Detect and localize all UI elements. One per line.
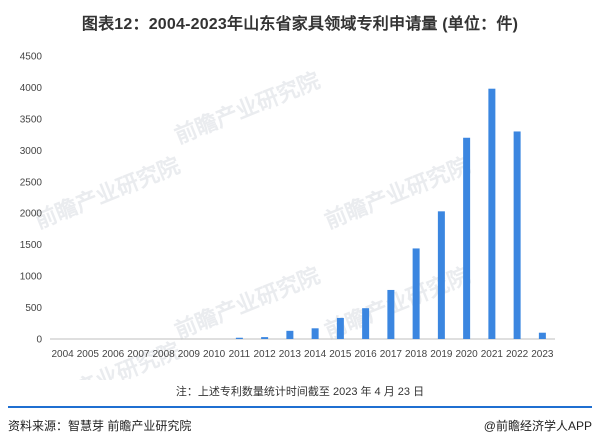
chart-title: 图表12：2004-2023年山东省家具领域专利申请量 (单位：件) bbox=[81, 16, 519, 33]
y-tick-label: 3500 bbox=[20, 114, 43, 125]
footnote: 注：上述专利数量统计时间截至 2023 年 4 月 23 日 bbox=[175, 386, 425, 398]
bar-2014 bbox=[311, 328, 319, 339]
watermark-text: 前瞻产业研究院 bbox=[171, 263, 324, 345]
x-tick-label: 2022 bbox=[506, 349, 529, 360]
x-tick-label: 2019 bbox=[430, 349, 453, 360]
y-tick-label: 4000 bbox=[20, 83, 43, 94]
y-tick-label: 2000 bbox=[20, 209, 43, 220]
x-tick-label: 2016 bbox=[355, 349, 378, 360]
x-tick-label: 2012 bbox=[254, 349, 277, 360]
watermark-text: 前瞻产业研究院 bbox=[321, 263, 474, 345]
x-tick-label: 2014 bbox=[304, 349, 327, 360]
y-tick-label: 4500 bbox=[20, 52, 43, 63]
x-tick-label: 2004 bbox=[52, 349, 75, 360]
y-tick-label: 1500 bbox=[20, 240, 43, 251]
bar-chart: 前瞻产业研究院前瞻产业研究院前瞻产业研究院前瞻产业研究院前瞻产业研究院前瞻产业研… bbox=[20, 52, 555, 380]
x-tick-label: 2011 bbox=[229, 349, 251, 360]
y-tick-label: 0 bbox=[36, 335, 42, 346]
bar-2021 bbox=[488, 88, 496, 339]
bar-2018 bbox=[412, 248, 420, 339]
x-tick-label: 2023 bbox=[531, 349, 554, 360]
x-tick-label: 2008 bbox=[153, 349, 176, 360]
x-tick-label: 2010 bbox=[203, 349, 226, 360]
x-tick-label: 2007 bbox=[127, 349, 150, 360]
watermark-text: 前瞻产业研究院 bbox=[321, 153, 474, 235]
footer-divider bbox=[8, 406, 592, 408]
x-tick-label: 2017 bbox=[380, 349, 403, 360]
y-tick-label: 1000 bbox=[20, 272, 43, 283]
brand-text: @前瞻经济学人APP bbox=[483, 419, 592, 433]
x-tick-label: 2021 bbox=[481, 349, 504, 360]
x-tick-label: 2013 bbox=[279, 349, 302, 360]
bar-2017 bbox=[387, 289, 395, 339]
y-tick-label: 3000 bbox=[20, 146, 43, 157]
watermark-text: 前瞻产业研究院 bbox=[171, 68, 324, 150]
bar-2022 bbox=[513, 131, 521, 339]
bar-2015 bbox=[336, 317, 344, 339]
bar-2013 bbox=[286, 330, 294, 339]
y-axis: 0 500 1000 1500 2000 2500 3000 3500 4000 4500 bbox=[20, 52, 43, 346]
y-tick-label: 500 bbox=[25, 303, 42, 314]
source-text: 资料来源：智慧芽 前瞻产业研究院 bbox=[8, 419, 192, 433]
bar-2016 bbox=[362, 308, 370, 339]
bar-2012 bbox=[261, 337, 269, 339]
bar-2019 bbox=[437, 211, 445, 339]
bars bbox=[235, 88, 546, 339]
y-tick-label: 2500 bbox=[20, 177, 43, 188]
x-axis: 2004 2005 2006 2007 2008 2009 2010 2011 2012 2013… bbox=[52, 349, 554, 360]
x-tick-label: 2015 bbox=[329, 349, 352, 360]
watermark-layer: 前瞻产业研究院前瞻产业研究院前瞻产业研究院前瞻产业研究院前瞻产业研究院前瞻产业研… bbox=[31, 68, 474, 380]
bar-2011 bbox=[235, 337, 243, 339]
x-tick-label: 2005 bbox=[77, 349, 100, 360]
bar-2023 bbox=[538, 332, 546, 339]
bar-2020 bbox=[463, 137, 471, 339]
watermark-text: 前瞻产业研究院 bbox=[31, 153, 184, 235]
x-tick-label: 2009 bbox=[178, 349, 201, 360]
x-tick-label: 2018 bbox=[405, 349, 428, 360]
x-tick-label: 2006 bbox=[102, 349, 125, 360]
x-tick-label: 2020 bbox=[456, 349, 479, 360]
